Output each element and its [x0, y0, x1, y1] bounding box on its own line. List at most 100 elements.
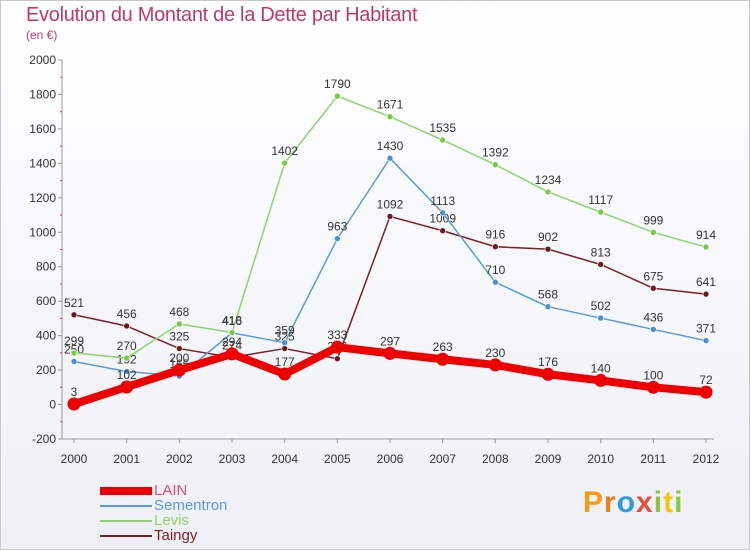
data-point-sementron: [386, 154, 394, 162]
data-label-levis: 1402: [271, 144, 298, 158]
data-point-taingy: [597, 261, 604, 268]
data-label-lain: 263: [433, 340, 453, 354]
brand-letter: x: [636, 486, 654, 519]
data-label-levis: 1117: [588, 193, 613, 207]
x-tick-label: 2011: [640, 452, 666, 466]
data-point-levis: [334, 92, 341, 100]
x-tick-label: 2007: [429, 452, 456, 466]
data-point-sementron: [650, 326, 657, 333]
x-tick-label: 2003: [219, 452, 246, 466]
data-label-lain: 176: [538, 355, 558, 369]
data-point-levis: [492, 161, 499, 169]
data-label-taingy: 641: [696, 275, 716, 289]
data-point-taingy: [492, 243, 499, 251]
data-label-taingy: 274: [222, 338, 242, 352]
legend-label-sementron: Sementron: [154, 497, 228, 514]
data-label-taingy: 916: [485, 228, 505, 242]
data-label-levis: 1234: [535, 173, 562, 187]
data-point-taingy: [123, 322, 130, 330]
x-tick-label: 2008: [482, 452, 509, 466]
brand-letter: t: [663, 486, 675, 519]
data-label-sementron: 502: [591, 299, 611, 313]
data-label-levis: 914: [696, 228, 716, 242]
legend-label-lain: LAIN: [154, 482, 188, 499]
data-point-levis: [544, 188, 552, 196]
data-label-levis: 468: [169, 305, 189, 319]
data-point-lain: [67, 397, 81, 411]
data-point-taingy: [439, 227, 446, 235]
data-label-taingy: 902: [538, 230, 558, 244]
data-point-levis: [597, 208, 604, 216]
data-label-lain: 297: [380, 334, 400, 348]
data-point-taingy: [386, 213, 394, 220]
y-tick-label: 1400: [29, 156, 56, 170]
data-label-levis: 999: [643, 213, 663, 227]
x-tick-label: 2000: [61, 452, 88, 466]
data-label-lain: 333: [327, 328, 347, 342]
data-point-taingy: [70, 311, 78, 319]
x-tick-label: 2012: [693, 452, 720, 466]
data-point-sementron: [123, 368, 130, 375]
y-tick-label: 800: [36, 260, 56, 274]
data-label-sementron: 963: [327, 220, 347, 234]
data-label-sementron: 710: [485, 263, 505, 277]
data-label-taingy: 325: [169, 330, 189, 344]
data-label-taingy: 1092: [377, 197, 404, 211]
legend-label-levis: Levis: [154, 512, 190, 529]
data-label-levis: 1392: [482, 146, 509, 160]
data-point-lain: [225, 347, 239, 361]
x-tick-label: 2005: [324, 452, 351, 466]
data-label-levis: 1671: [377, 98, 404, 112]
brand-letter: o: [616, 486, 637, 519]
chart-title: Evolution du Montant de la Dette par Hab…: [26, 4, 418, 26]
data-label-sementron: 359: [275, 324, 295, 338]
x-tick-label: 2002: [166, 452, 193, 466]
data-point-sementron: [70, 358, 78, 365]
legend-swatch-taingy: [100, 535, 152, 537]
data-label-lain: 100: [643, 368, 663, 382]
data-label-levis: 299: [64, 334, 84, 348]
legend-swatch-levis: [100, 520, 152, 522]
data-point-taingy: [281, 345, 288, 352]
y-tick-label: 0: [49, 398, 56, 412]
data-label-taingy: 521: [64, 296, 84, 310]
brand-logo: Proxiti: [583, 486, 683, 520]
data-point-sementron: [544, 303, 552, 310]
data-point-sementron: [281, 339, 288, 346]
data-point-lain: [278, 367, 292, 381]
data-label-levis: 1535: [429, 121, 456, 135]
data-point-levis: [228, 329, 236, 336]
y-tick-label: 400: [36, 329, 56, 343]
data-point-lain: [436, 352, 450, 366]
data-label-levis: 1790: [324, 77, 351, 91]
brand-letter: i: [674, 486, 684, 519]
x-tick-label: 2009: [535, 452, 562, 466]
data-point-lain: [541, 367, 555, 381]
data-point-taingy: [334, 355, 341, 363]
data-label-taingy: 456: [117, 307, 137, 321]
data-label-taingy: 813: [591, 245, 611, 259]
data-point-lain: [172, 363, 186, 377]
data-label-lain: 102: [117, 368, 137, 382]
data-point-levis: [70, 349, 78, 357]
data-point-levis: [439, 136, 446, 144]
data-point-levis: [650, 229, 657, 236]
data-point-sementron: [702, 337, 710, 344]
data-point-taingy: [650, 284, 657, 292]
data-label-sementron: 1113: [430, 194, 455, 208]
data-point-levis: [281, 159, 288, 167]
y-tick-label: -200: [32, 432, 56, 446]
data-point-sementron: [492, 278, 499, 286]
data-point-taingy: [702, 290, 710, 298]
data-point-taingy: [544, 245, 552, 253]
legend-label-taingy: Taingy: [154, 527, 198, 544]
data-point-sementron: [439, 209, 446, 217]
y-tick-label: 2000: [29, 53, 56, 67]
data-point-lain: [646, 380, 660, 394]
data-point-lain: [699, 385, 713, 399]
data-point-lain: [330, 340, 344, 354]
data-label-lain: 140: [591, 361, 611, 375]
data-point-taingy: [176, 345, 183, 352]
y-tick-label: 1200: [29, 191, 56, 205]
legend-swatch-lain: [100, 487, 152, 495]
